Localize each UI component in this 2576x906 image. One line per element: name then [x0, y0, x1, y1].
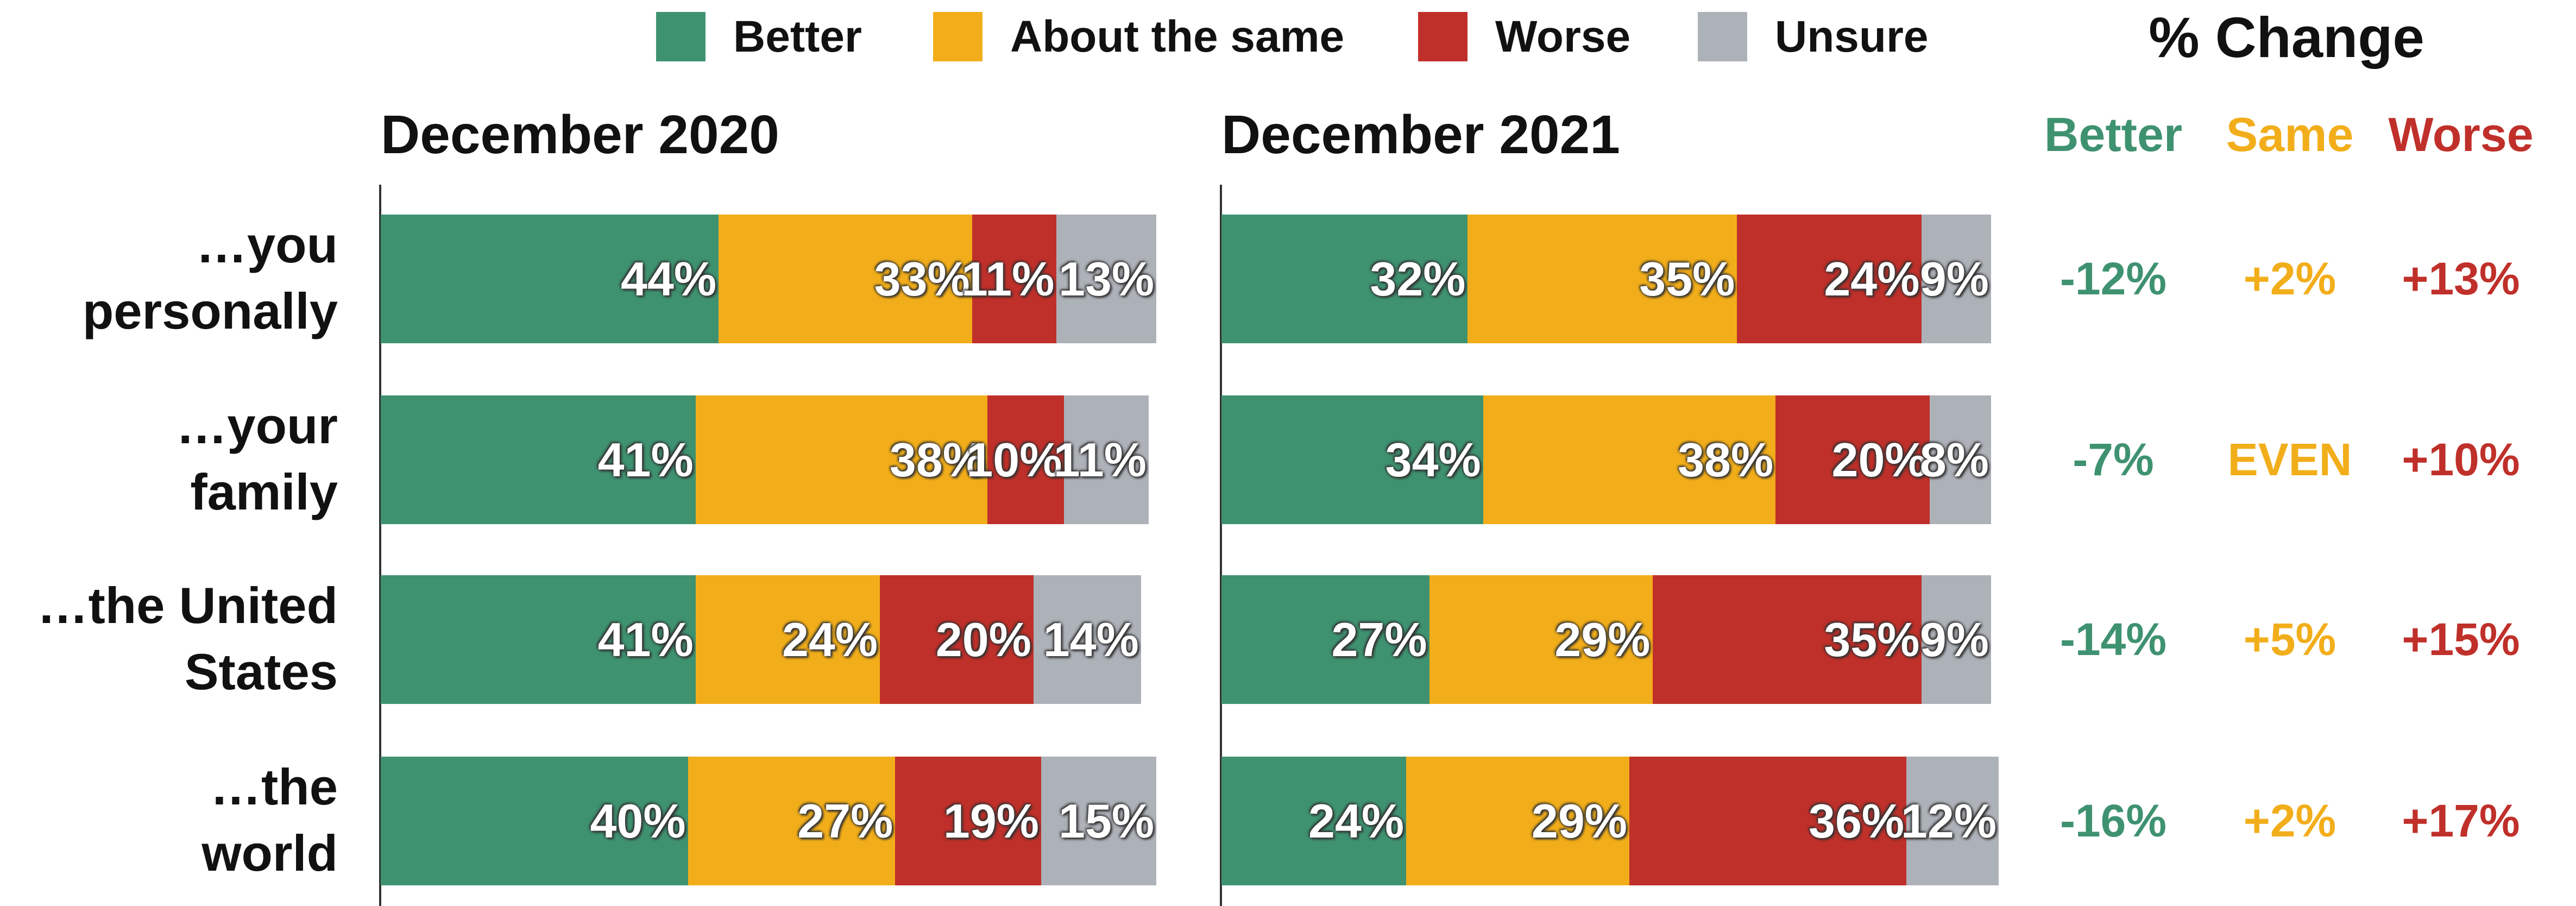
bar-segment — [1221, 215, 1468, 343]
value-label: 27% — [1331, 613, 1427, 666]
change-cell: +10% — [2402, 434, 2520, 485]
bar-segment — [381, 757, 688, 885]
bar-segment — [688, 757, 896, 885]
bar-segment — [1775, 395, 1930, 524]
value-label: 12% — [1901, 794, 1997, 848]
axis-line — [1220, 185, 1222, 906]
value-label: 29% — [1554, 613, 1651, 666]
value-label: 35% — [1824, 613, 1920, 666]
value-label: 8% — [1919, 433, 1989, 487]
category-label: …the United States — [37, 577, 338, 700]
bar-segment — [1221, 395, 1483, 524]
value-label: 41% — [597, 613, 694, 666]
value-label: 38% — [1678, 433, 1774, 487]
change-cell: -14% — [2059, 614, 2167, 665]
legend-label: Unsure — [1775, 12, 1929, 61]
change-header: Same — [2226, 108, 2354, 161]
bar-segment — [987, 395, 1065, 524]
axis-line — [379, 185, 381, 906]
value-label: 35% — [1639, 252, 1735, 306]
value-label: 29% — [1531, 794, 1628, 848]
value-label: 38% — [889, 433, 986, 487]
legend-swatch — [1698, 12, 1747, 61]
legend-label: Better — [733, 12, 862, 61]
change-cell: -16% — [2059, 795, 2167, 846]
value-label: 15% — [1059, 794, 1155, 848]
bar-segment — [381, 215, 719, 343]
panel-title: December 2021 — [1221, 104, 1620, 165]
value-label: 44% — [621, 252, 717, 306]
bar-segment — [1929, 395, 1991, 524]
category-label: …the world — [201, 758, 338, 882]
value-label: 34% — [1385, 433, 1481, 487]
change-header: Better — [2044, 108, 2183, 161]
legend-label: About the same — [1010, 12, 1345, 61]
change-title: % Change — [2149, 6, 2424, 70]
value-label: 20% — [935, 613, 1031, 666]
value-label: 13% — [1059, 252, 1155, 306]
bar-segment — [1041, 757, 1157, 885]
change-cell: +2% — [2243, 795, 2336, 846]
value-label: 9% — [1919, 252, 1989, 306]
value-label: 27% — [797, 794, 893, 848]
change-cell: +15% — [2402, 614, 2520, 665]
bar-segment — [1467, 215, 1737, 343]
bar-segment — [1064, 395, 1149, 524]
bar-segment — [381, 395, 696, 524]
value-label: 11% — [1053, 433, 1147, 487]
change-cell: -12% — [2059, 253, 2167, 304]
bar-segment — [1406, 757, 1629, 885]
bar-segment — [880, 575, 1034, 704]
bar-segment — [381, 575, 696, 704]
change-cell: EVEN — [2227, 434, 2352, 485]
value-label: 19% — [943, 794, 1040, 848]
value-label: 24% — [782, 613, 878, 666]
bar-segment — [1221, 757, 1407, 885]
change-cell: -7% — [2073, 434, 2154, 485]
value-label: 33% — [874, 252, 970, 306]
bar-segment — [1483, 395, 1776, 524]
category-label: …you personally — [82, 216, 338, 339]
bar-segment — [1429, 575, 1653, 704]
bar-segment — [1906, 757, 1999, 885]
bar-segment — [1629, 757, 1907, 885]
legend-swatch — [933, 12, 982, 61]
legend-label: Worse — [1495, 12, 1631, 61]
bar-segment — [1033, 575, 1141, 704]
value-label: 14% — [1043, 613, 1139, 666]
value-label: 40% — [590, 794, 686, 848]
change-cell: +2% — [2243, 253, 2336, 304]
change-cell: +17% — [2402, 795, 2520, 846]
value-label: 10% — [966, 433, 1062, 487]
bar-segment — [895, 757, 1042, 885]
change-header: Worse — [2388, 108, 2534, 161]
panel-title: December 2020 — [381, 104, 779, 165]
legend-swatch — [1418, 12, 1467, 61]
value-label: 24% — [1824, 252, 1920, 306]
value-label: 24% — [1308, 794, 1404, 848]
bar-segment — [719, 215, 972, 343]
value-label: 36% — [1809, 794, 1905, 848]
legend-swatch — [656, 12, 706, 61]
bar-segment — [1056, 215, 1157, 343]
change-cell: +5% — [2243, 614, 2336, 665]
value-label: 9% — [1919, 613, 1989, 666]
value-label: 41% — [597, 433, 694, 487]
bar-segment — [695, 395, 988, 524]
bar-segment — [1922, 215, 1991, 343]
value-label: 11% — [961, 252, 1055, 306]
category-label: …your family — [176, 397, 338, 520]
change-cell: +13% — [2402, 253, 2520, 304]
bar-segment — [1652, 575, 1922, 704]
bar-segment — [1221, 575, 1429, 704]
value-label: 32% — [1370, 252, 1466, 306]
bar-segment — [1737, 215, 1922, 343]
bar-segment — [695, 575, 880, 704]
bar-segment — [972, 215, 1057, 343]
value-label: 20% — [1831, 433, 1928, 487]
bar-segment — [1922, 575, 1991, 704]
